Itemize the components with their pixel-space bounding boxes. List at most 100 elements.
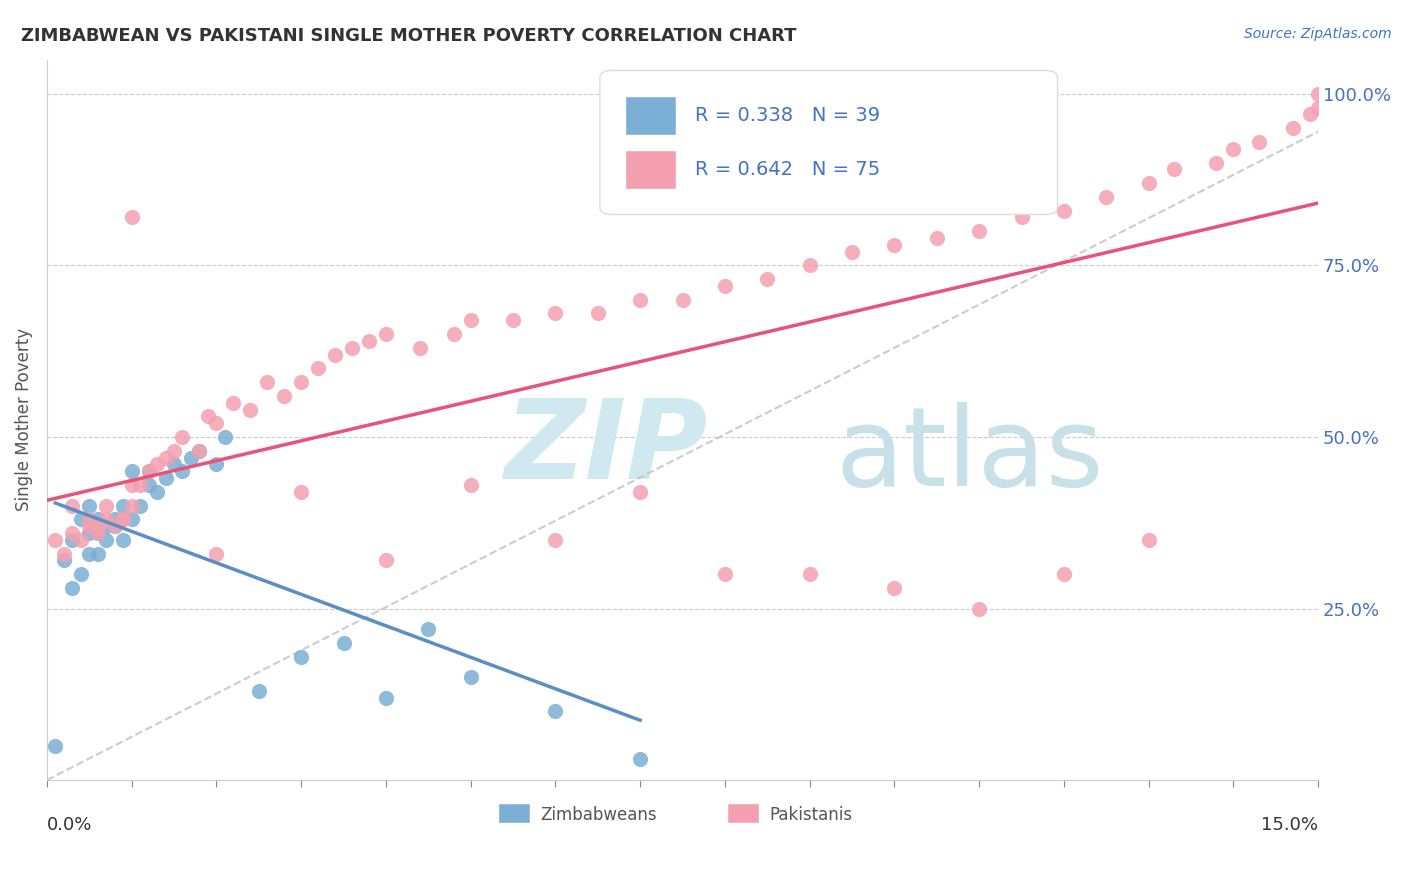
Point <box>121 478 143 492</box>
Point <box>163 443 186 458</box>
FancyBboxPatch shape <box>600 70 1057 214</box>
Text: ZIMBABWEAN VS PAKISTANI SINGLE MOTHER POVERTY CORRELATION CHART: ZIMBABWEAN VS PAKISTANI SINGLE MOTHER PO… <box>21 27 797 45</box>
Point <box>1011 211 1033 225</box>
Point <box>374 690 396 705</box>
Point <box>1308 87 1330 101</box>
Point <box>967 224 990 238</box>
Point <box>112 512 135 526</box>
Text: R = 0.642   N = 75: R = 0.642 N = 75 <box>695 161 880 179</box>
Point <box>87 526 110 541</box>
Point <box>87 547 110 561</box>
Point <box>104 519 127 533</box>
Point <box>205 547 228 561</box>
Bar <box>626 95 676 136</box>
Point <box>628 484 651 499</box>
Point <box>172 430 194 444</box>
Text: R = 0.338   N = 39: R = 0.338 N = 39 <box>695 105 880 125</box>
Point <box>60 526 83 541</box>
Bar <box>626 150 676 189</box>
Point <box>87 526 110 541</box>
Point <box>544 306 567 320</box>
Point <box>460 313 482 327</box>
Point <box>1163 162 1185 177</box>
Point <box>214 430 236 444</box>
Point <box>146 484 169 499</box>
Point <box>172 464 194 478</box>
Point <box>799 567 821 582</box>
Text: 0.0%: 0.0% <box>46 816 93 834</box>
Text: Source: ZipAtlas.com: Source: ZipAtlas.com <box>1244 27 1392 41</box>
Point <box>544 705 567 719</box>
Point <box>1247 135 1270 149</box>
Y-axis label: Single Mother Poverty: Single Mother Poverty <box>15 328 32 511</box>
Point <box>146 458 169 472</box>
Point <box>443 327 465 342</box>
Point <box>197 409 219 424</box>
Point <box>374 553 396 567</box>
Point <box>129 499 152 513</box>
Point <box>883 581 905 595</box>
Point <box>44 533 66 547</box>
Point <box>247 684 270 698</box>
Point <box>290 484 312 499</box>
Point <box>340 341 363 355</box>
Point <box>205 458 228 472</box>
Point <box>374 327 396 342</box>
Point <box>112 533 135 547</box>
Point <box>222 395 245 409</box>
Text: Zimbabweans: Zimbabweans <box>540 805 657 823</box>
Point <box>290 375 312 389</box>
Point <box>1137 176 1160 190</box>
Point <box>77 547 100 561</box>
Point <box>121 512 143 526</box>
Point <box>60 581 83 595</box>
Point <box>256 375 278 389</box>
Point <box>96 519 118 533</box>
Point <box>1281 121 1303 136</box>
Point <box>69 567 91 582</box>
Point <box>155 450 177 465</box>
Point <box>96 533 118 547</box>
Point <box>69 512 91 526</box>
Bar <box>498 803 530 823</box>
Point <box>96 512 118 526</box>
Point <box>155 471 177 485</box>
Point <box>273 389 295 403</box>
Point <box>112 499 135 513</box>
Point <box>925 231 948 245</box>
Point <box>121 499 143 513</box>
Point <box>60 533 83 547</box>
Point <box>188 443 211 458</box>
Point <box>87 519 110 533</box>
Point <box>841 244 863 259</box>
Point <box>60 499 83 513</box>
Point <box>87 512 110 526</box>
Point <box>290 649 312 664</box>
Point <box>714 279 737 293</box>
Point <box>121 211 143 225</box>
Point <box>205 417 228 431</box>
Point <box>52 553 75 567</box>
Point <box>409 341 432 355</box>
Point <box>628 752 651 766</box>
Point <box>1053 203 1076 218</box>
Point <box>104 512 127 526</box>
Point <box>1053 567 1076 582</box>
Point <box>77 519 100 533</box>
Point <box>1308 101 1330 115</box>
Point <box>52 547 75 561</box>
Point <box>77 499 100 513</box>
Point <box>323 348 346 362</box>
Point <box>96 499 118 513</box>
Point <box>69 533 91 547</box>
Bar <box>727 803 759 823</box>
Point <box>188 443 211 458</box>
Point <box>799 259 821 273</box>
Point <box>1298 107 1320 121</box>
Point <box>129 478 152 492</box>
Point <box>104 519 127 533</box>
Point <box>138 464 160 478</box>
Point <box>180 450 202 465</box>
Point <box>332 636 354 650</box>
Point <box>1095 190 1118 204</box>
